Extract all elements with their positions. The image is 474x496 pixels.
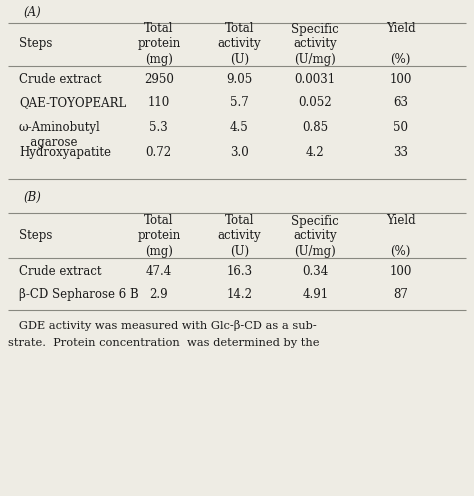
Text: 5.3: 5.3: [149, 121, 168, 134]
Text: 50: 50: [393, 121, 408, 134]
Text: 2950: 2950: [144, 73, 174, 86]
Text: (A): (A): [24, 6, 41, 19]
Text: 4.2: 4.2: [306, 146, 325, 159]
Text: Steps: Steps: [19, 38, 52, 51]
Text: 100: 100: [389, 265, 412, 278]
Text: GDE activity was measured with Glc-β-CD as a sub-: GDE activity was measured with Glc-β-CD …: [8, 320, 317, 331]
Text: 4.5: 4.5: [230, 121, 249, 134]
Text: 5.7: 5.7: [230, 96, 249, 109]
Text: 33: 33: [393, 146, 408, 159]
Text: 4.91: 4.91: [302, 288, 328, 301]
Text: Total
activity
(U): Total activity (U): [218, 22, 261, 65]
Text: (B): (B): [24, 191, 42, 204]
Text: Crude extract: Crude extract: [19, 73, 101, 86]
Text: β-CD Sepharose 6 B: β-CD Sepharose 6 B: [19, 288, 139, 301]
Text: 14.2: 14.2: [227, 288, 252, 301]
Text: 0.052: 0.052: [299, 96, 332, 109]
Text: Yield

(%): Yield (%): [386, 214, 415, 257]
Text: Crude extract: Crude extract: [19, 265, 101, 278]
Text: 9.05: 9.05: [226, 73, 253, 86]
Text: 2.9: 2.9: [149, 288, 168, 301]
Text: ω-Aminobutyl
   agarose: ω-Aminobutyl agarose: [19, 121, 100, 149]
Text: 63: 63: [393, 96, 408, 109]
Text: Yield

(%): Yield (%): [386, 22, 415, 65]
Text: Specific
activity
(U/mg): Specific activity (U/mg): [292, 22, 339, 65]
Text: 3.0: 3.0: [230, 146, 249, 159]
Text: 0.34: 0.34: [302, 265, 328, 278]
Text: 87: 87: [393, 288, 408, 301]
Text: Total
protein
(mg): Total protein (mg): [137, 22, 181, 65]
Text: Steps: Steps: [19, 230, 52, 243]
Text: Hydroxyapatite: Hydroxyapatite: [19, 146, 111, 159]
Text: 0.85: 0.85: [302, 121, 328, 134]
Text: Total
activity
(U): Total activity (U): [218, 214, 261, 257]
Text: 0.0031: 0.0031: [295, 73, 336, 86]
Text: 0.72: 0.72: [146, 146, 172, 159]
Text: 16.3: 16.3: [226, 265, 253, 278]
Text: Specific
activity
(U/mg): Specific activity (U/mg): [292, 214, 339, 257]
Text: QAE-TOYOPEARL: QAE-TOYOPEARL: [19, 96, 126, 109]
Text: Total
protein
(mg): Total protein (mg): [137, 214, 181, 257]
Text: strate.  Protein concentration  was determined by the: strate. Protein concentration was determ…: [8, 338, 319, 348]
Text: 100: 100: [389, 73, 412, 86]
Text: 110: 110: [148, 96, 170, 109]
Text: 47.4: 47.4: [146, 265, 172, 278]
